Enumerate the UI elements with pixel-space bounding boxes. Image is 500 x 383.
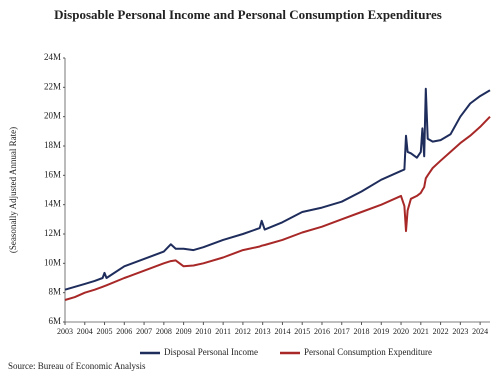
y-tick-label: 18M [44, 140, 61, 150]
x-tick-label: 2012 [235, 327, 251, 336]
legend-label: Disposal Personal Income [164, 347, 258, 357]
x-tick-label: 2018 [354, 327, 370, 336]
x-tick-label: 2017 [334, 327, 350, 336]
y-tick-label: 20M [44, 111, 61, 121]
x-tick-label: 2009 [176, 327, 192, 336]
x-tick-label: 2021 [413, 327, 429, 336]
x-tick-label: 2020 [393, 327, 409, 336]
y-tick-label: 14M [44, 199, 61, 209]
x-tick-label: 2014 [274, 327, 290, 336]
y-axis-label: (Seasonally Adjusted Annual Rate) [8, 127, 18, 253]
y-tick-label: 6M [48, 316, 61, 326]
legend-label: Personal Consumption Expenditure [304, 347, 432, 357]
x-tick-label: 2019 [373, 327, 389, 336]
x-tick-label: 2004 [77, 327, 93, 336]
x-tick-label: 2005 [97, 327, 113, 336]
x-tick-label: 2023 [452, 327, 468, 336]
x-tick-label: 2013 [255, 327, 271, 336]
x-tick-label: 2010 [195, 327, 211, 336]
series-line [64, 116, 491, 301]
x-tick-label: 2003 [57, 327, 73, 336]
y-tick-label: 16M [44, 169, 61, 179]
x-tick-label: 2008 [156, 327, 172, 336]
x-tick-label: 2006 [116, 327, 132, 336]
x-tick-label: 2007 [136, 327, 152, 336]
source: Source: Bureau of Economic Analysis [8, 361, 146, 371]
chart-title: Disposable Personal Income and Personal … [54, 7, 442, 22]
y-tick-label: 8M [48, 287, 61, 297]
x-tick-label: 2015 [294, 327, 310, 336]
y-tick-label: 10M [44, 257, 61, 267]
x-tick-label: 2011 [215, 327, 231, 336]
x-tick-label: 2022 [433, 327, 449, 336]
x-tick-label: 2024 [472, 327, 488, 336]
y-tick-label: 12M [44, 228, 61, 238]
x-tick-label: 2016 [314, 327, 330, 336]
y-tick-label: 22M [44, 81, 61, 91]
series-line [64, 87, 491, 291]
y-tick-label: 24M [44, 52, 61, 62]
